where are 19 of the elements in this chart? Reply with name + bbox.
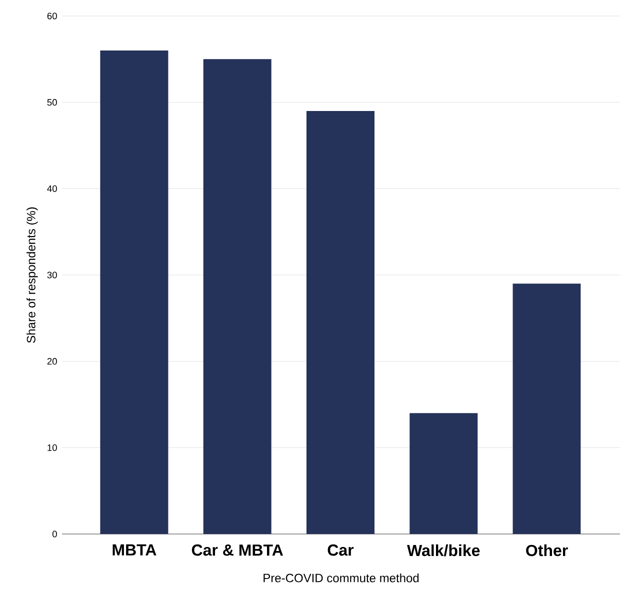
bar bbox=[203, 59, 272, 534]
y-tick-label: 50 bbox=[47, 99, 57, 106]
y-axis-title: Share of respondents (%) bbox=[26, 207, 38, 343]
y-tick-label: 0 bbox=[52, 530, 57, 538]
y-tick-label: 30 bbox=[47, 272, 57, 278]
x-axis-title: Pre-COVID commute method bbox=[264, 573, 419, 582]
x-tick-label: Car bbox=[328, 544, 354, 556]
bar bbox=[100, 50, 168, 534]
x-tick-label: MBTA bbox=[112, 544, 156, 556]
bar bbox=[512, 284, 581, 534]
y-tick-label: 10 bbox=[48, 444, 57, 451]
x-tick-label: Other bbox=[526, 544, 568, 556]
y-tick-label: 60 bbox=[47, 12, 57, 20]
bar bbox=[410, 413, 478, 534]
x-tick-label: Car & MBTA bbox=[192, 544, 283, 556]
y-tick-label: 20 bbox=[47, 358, 57, 365]
y-tick-label: 40 bbox=[47, 185, 57, 192]
bar bbox=[306, 110, 374, 534]
x-tick-label: Walk/bike bbox=[407, 544, 480, 556]
